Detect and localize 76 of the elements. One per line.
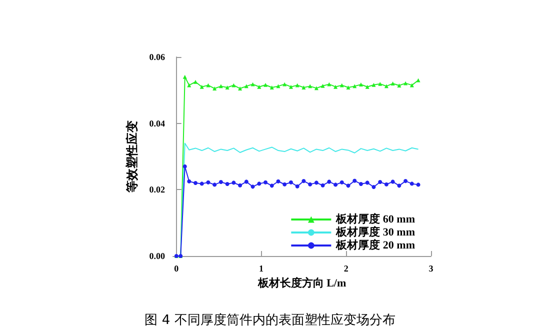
point bbox=[308, 182, 312, 186]
point bbox=[410, 182, 414, 186]
x-tick-label: 1 bbox=[259, 264, 264, 274]
point bbox=[193, 181, 198, 186]
point bbox=[365, 84, 370, 89]
legend-label: 板材厚度 60 mm bbox=[335, 212, 415, 226]
point bbox=[327, 180, 332, 184]
point bbox=[212, 182, 217, 187]
point bbox=[288, 180, 293, 184]
point bbox=[352, 178, 357, 183]
point bbox=[238, 183, 242, 188]
point bbox=[187, 179, 192, 184]
point bbox=[250, 82, 255, 86]
y-axis-title: 等效塑性应变 bbox=[125, 120, 139, 194]
point bbox=[390, 180, 395, 184]
y-tick-label: 0.06 bbox=[149, 52, 166, 62]
point bbox=[182, 74, 187, 79]
point bbox=[320, 84, 325, 88]
point bbox=[416, 182, 420, 187]
point bbox=[206, 83, 210, 88]
point bbox=[378, 82, 382, 86]
point bbox=[264, 180, 268, 184]
x-tick-label: 3 bbox=[428, 264, 434, 274]
x-tick-label: 2 bbox=[344, 264, 349, 274]
point bbox=[282, 182, 287, 186]
point bbox=[270, 86, 274, 90]
point bbox=[257, 84, 262, 89]
point bbox=[397, 184, 402, 188]
point bbox=[390, 82, 395, 86]
point bbox=[416, 78, 420, 82]
point bbox=[200, 84, 204, 89]
point bbox=[334, 182, 338, 187]
point bbox=[302, 86, 306, 90]
point bbox=[225, 182, 230, 186]
point bbox=[320, 183, 325, 188]
y-tick-label: 0.00 bbox=[149, 251, 166, 261]
point bbox=[404, 179, 408, 184]
caption: 图 4 不同厚度筒件内的表面塑性应变场分布 bbox=[144, 312, 396, 328]
point bbox=[232, 180, 236, 185]
point bbox=[340, 180, 344, 184]
x-axis-title: 板材长度方向 L/m bbox=[256, 276, 346, 290]
point bbox=[378, 180, 382, 184]
point bbox=[182, 164, 187, 168]
point bbox=[334, 84, 338, 89]
y-tick-label: 0.04 bbox=[149, 118, 166, 128]
point bbox=[225, 86, 230, 90]
point bbox=[358, 182, 363, 186]
point bbox=[346, 86, 350, 90]
legend-label: 板材厚度 20 mm bbox=[335, 238, 415, 252]
point bbox=[365, 180, 370, 185]
point bbox=[372, 185, 376, 190]
point bbox=[314, 180, 318, 185]
point bbox=[200, 182, 204, 186]
point bbox=[302, 179, 306, 184]
point bbox=[346, 184, 350, 188]
point bbox=[238, 86, 242, 91]
point bbox=[384, 182, 388, 186]
point bbox=[270, 184, 274, 188]
point bbox=[372, 82, 376, 87]
point bbox=[206, 180, 210, 184]
y-tick-label: 0.02 bbox=[149, 184, 166, 195]
point bbox=[193, 80, 198, 84]
point bbox=[295, 184, 300, 188]
point bbox=[257, 182, 262, 186]
point bbox=[276, 179, 280, 184]
point bbox=[244, 180, 248, 184]
point bbox=[218, 180, 223, 184]
point bbox=[288, 84, 293, 89]
point bbox=[397, 84, 402, 88]
point bbox=[276, 84, 280, 88]
point bbox=[264, 82, 268, 87]
x-tick-label: 0 bbox=[174, 264, 180, 274]
point bbox=[250, 184, 255, 189]
point bbox=[358, 82, 363, 87]
point bbox=[212, 86, 217, 91]
legend-label: 板材厚度 30 mm bbox=[335, 226, 415, 238]
